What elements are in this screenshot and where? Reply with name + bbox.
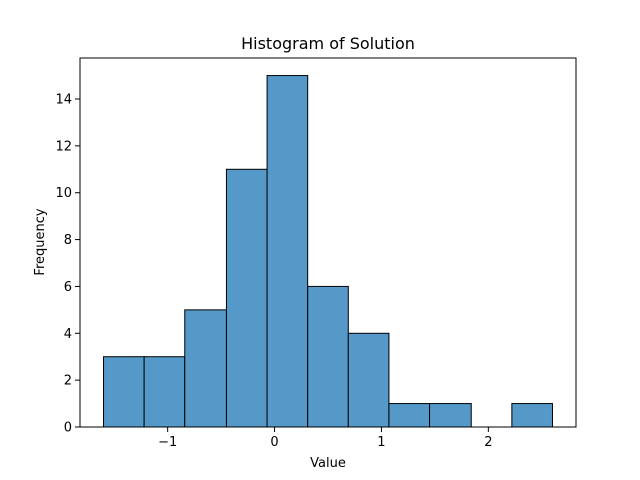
y-tick-label-6: 12	[55, 139, 72, 154]
y-tick-label-2: 4	[64, 327, 72, 342]
y-tick-label-3: 6	[64, 280, 72, 295]
histogram-bar-5	[307, 285, 349, 428]
y-axis-label: Frequency	[33, 208, 48, 275]
x-tick-label-1: 0	[270, 435, 278, 450]
x-axis-label: Value	[310, 456, 346, 471]
plot-area-frame	[79, 57, 577, 428]
histogram-bar-8	[429, 403, 472, 428]
histogram-bar-10	[511, 403, 553, 428]
histogram-bar-3	[225, 168, 268, 428]
y-tick-label-1: 2	[64, 374, 72, 389]
y-tick-label-0: 0	[64, 421, 72, 436]
bars-group	[103, 75, 553, 428]
y-tick-label-7: 14	[55, 93, 72, 108]
x-axis-ticks: −1 0 1 2	[158, 427, 492, 450]
x-tick-label-2: 1	[377, 435, 385, 450]
histogram-bar-4	[266, 75, 309, 428]
histogram-bar-2	[184, 309, 227, 428]
x-tick-label-3: 2	[484, 435, 492, 450]
histogram-bar-7	[388, 403, 431, 428]
y-axis-ticks: 0 2 4 6 8 10 12 14	[55, 93, 80, 436]
x-tick-label-0: −1	[158, 435, 177, 450]
histogram-bar-6	[347, 332, 390, 428]
chart-title: Histogram of Solution	[241, 34, 415, 53]
y-tick-label-5: 10	[55, 186, 72, 201]
y-tick-label-4: 8	[64, 233, 72, 248]
histogram-bar-0	[103, 356, 145, 428]
histogram-bar-1	[143, 356, 186, 428]
